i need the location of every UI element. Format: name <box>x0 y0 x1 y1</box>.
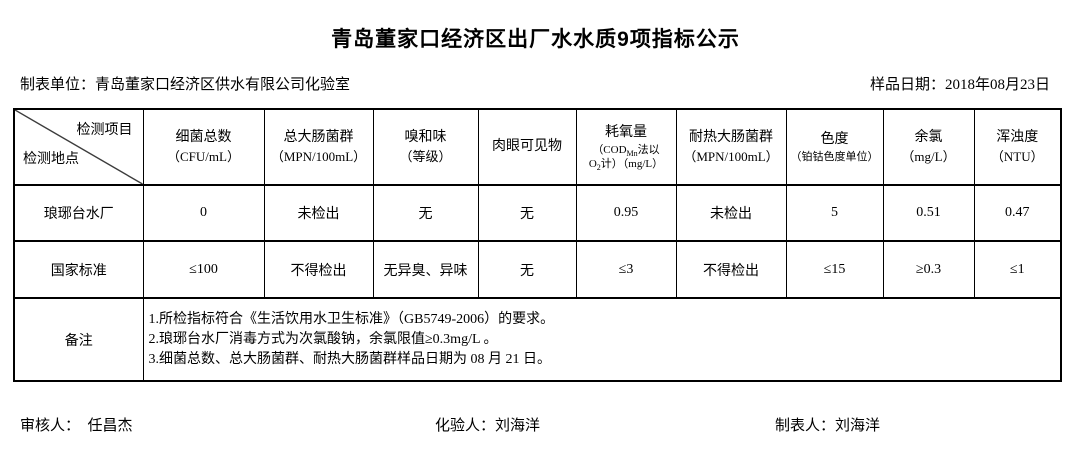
table-cell: ≤100 <box>142 240 265 299</box>
quality-indicators-table: 检测项目 检测地点 细菌总数 （CFU/mL） 总大肠菌群 （MPN/100mL… <box>13 108 1062 382</box>
page-title: 青岛董家口经济区出厂水水质9项指标公示 <box>331 28 740 51</box>
signature-footer: 审核人： 任昌杰 化验人：刘海洋 制表人：刘海洋 <box>0 410 1071 450</box>
table-cell: 无 <box>477 184 577 242</box>
corner-label-items: 检测项目 <box>76 123 133 138</box>
table-cell: 无异臭、异味 <box>372 240 479 299</box>
corner-label-location: 检测地点 <box>23 152 79 167</box>
column-unit: （CFU/mL） <box>167 149 240 164</box>
column-title: 余氯 <box>914 130 943 145</box>
meta-row: 制表单位：青岛董家口经济区供水有限公司化验室 样品日期：2018年08月23日 <box>20 76 1050 94</box>
table-cell: ≤3 <box>575 240 677 299</box>
table-cell: 无 <box>477 240 577 299</box>
table-cell: 未检出 <box>675 184 787 242</box>
column-title: 耐热大肠菌群 <box>689 130 773 145</box>
table-cell: 不得检出 <box>675 240 787 299</box>
diagonal-line <box>15 110 143 184</box>
column-unit: （mg/L） <box>901 149 956 164</box>
column-header-color: 色度 （铂钴色度单位） <box>785 108 884 186</box>
column-header-odor-taste: 嗅和味 （等级） <box>372 108 479 186</box>
table-cell: 0.47 <box>973 184 1062 242</box>
reviewer-signature: 审核人： 任昌杰 <box>20 418 133 434</box>
column-title: 肉眼可见物 <box>492 139 562 154</box>
row-location: 琅琊台水厂 <box>13 184 144 242</box>
table-cell: 0 <box>142 184 265 242</box>
remarks-label: 备注 <box>13 297 144 382</box>
column-title: 耗氧量 <box>605 125 647 140</box>
column-header-visible-matter: 肉眼可见物 <box>477 108 577 186</box>
table-row-plant: 琅琊台水厂 0 未检出 无 无 0.95 未检出 5 0.51 0.47 <box>13 184 1062 242</box>
remarks-content: 1.所检指标符合《生活饮用水卫生标准》（GB5749-2006）的要求。 2.琅… <box>142 297 1062 382</box>
table-cell: ≤15 <box>785 240 884 299</box>
remark-line: 1.所检指标符合《生活饮用水卫生标准》（GB5749-2006）的要求。 <box>148 311 555 327</box>
column-title: 总大肠菌群 <box>283 130 354 145</box>
table-cell: ≤1 <box>973 240 1062 299</box>
column-title: 嗅和味 <box>404 130 447 145</box>
sample-date: 样品日期：2018年08月23日 <box>869 77 1050 93</box>
column-header-oxygen-consumption: 耗氧量 （CODMn法以 O2计）（mg/L） <box>575 108 677 186</box>
header-row: 检测项目 检测地点 细菌总数 （CFU/mL） 总大肠菌群 （MPN/100mL… <box>13 108 1062 186</box>
table-row-standard: 国家标准 ≤100 不得检出 无异臭、异味 无 ≤3 不得检出 ≤15 ≥0.3… <box>13 240 1062 299</box>
table-cell: 5 <box>785 184 884 242</box>
table-cell: 不得检出 <box>263 240 374 299</box>
table-cell: 0.51 <box>882 184 975 242</box>
table-cell: 无 <box>372 184 479 242</box>
column-unit: （铂钴色度单位） <box>790 151 879 163</box>
column-title: 细菌总数 <box>175 130 232 145</box>
row-location: 国家标准 <box>13 240 144 299</box>
preparer-signature: 制表人：刘海洋 <box>775 418 881 434</box>
diagonal-corner-cell: 检测项目 检测地点 <box>13 108 144 186</box>
remarks-row: 备注 1.所检指标符合《生活饮用水卫生标准》（GB5749-2006）的要求。 … <box>13 297 1062 382</box>
remark-line: 3.细菌总数、总大肠菌群、耐热大肠菌群样品日期为 08 月 21 日。 <box>148 351 552 367</box>
column-header-turbidity: 浑浊度 （NTU） <box>973 108 1062 186</box>
table-cell: ≥0.3 <box>882 240 975 299</box>
table-cell: 未检出 <box>263 184 374 242</box>
column-unit: （CODMn法以 O2计）（mg/L） <box>588 144 664 173</box>
tester-signature: 化验人：刘海洋 <box>435 418 541 434</box>
remark-line: 2.琅琊台水厂消毒方式为次氯酸钠，余氯限值≥0.3mg/L 。 <box>148 331 498 347</box>
prepared-by-unit: 制表单位：青岛董家口经济区供水有限公司化验室 <box>20 77 351 93</box>
column-unit: （MPN/100mL） <box>683 149 779 164</box>
column-header-residual-chlorine: 余氯 （mg/L） <box>882 108 975 186</box>
column-header-thermotolerant-coliform: 耐热大肠菌群 （MPN/100mL） <box>675 108 787 186</box>
column-title: 色度 <box>820 132 849 147</box>
column-unit: （NTU） <box>990 149 1044 164</box>
column-header-total-coliform: 总大肠菌群 （MPN/100mL） <box>263 108 374 186</box>
table-cell: 0.95 <box>575 184 677 242</box>
column-header-bacteria: 细菌总数 （CFU/mL） <box>142 108 265 186</box>
column-unit: （MPN/100mL） <box>270 149 367 164</box>
column-title: 浑浊度 <box>996 130 1039 145</box>
column-unit: （等级） <box>399 149 452 164</box>
